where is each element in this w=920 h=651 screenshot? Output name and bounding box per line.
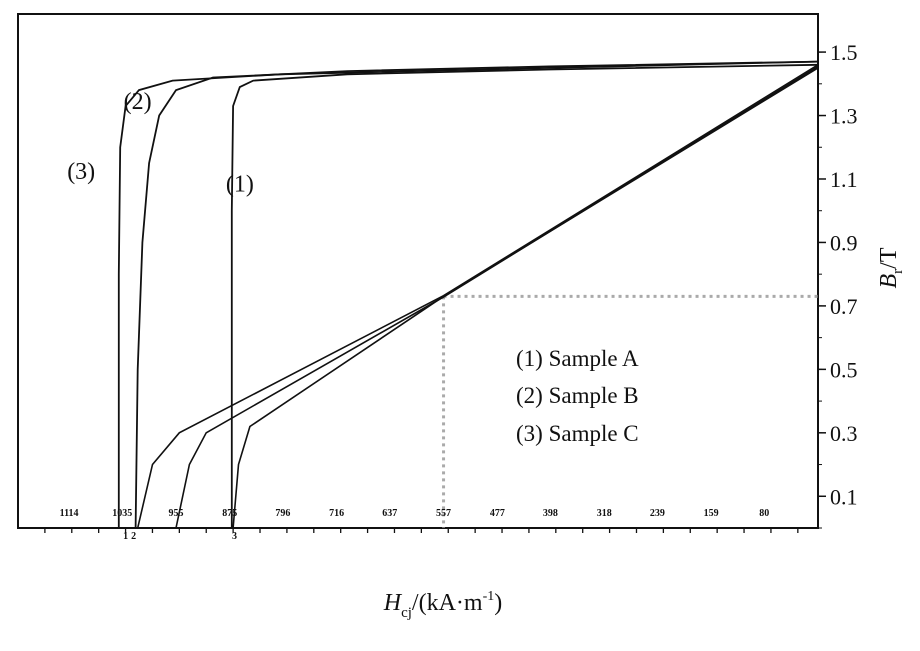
x-axis-mark: 2 — [131, 531, 136, 542]
x-tick-label: 716 — [329, 508, 344, 519]
x-axis-title: Hcj/(kA·m-1) — [383, 589, 503, 621]
x-tick-label: 477 — [490, 508, 505, 519]
y-axis-title: Br/T — [876, 247, 906, 288]
recoil-line-2 — [175, 65, 819, 529]
x-tick-label: 318 — [597, 508, 612, 519]
x-tick-label: 796 — [275, 508, 290, 519]
curve-marker-3: (3) — [67, 159, 95, 185]
y-tick-label: 0.5 — [830, 357, 858, 382]
legend: (1) Sample A (2) Sample B (3) Sample C — [516, 346, 639, 446]
demag-curves — [117, 60, 819, 529]
x-tick-label: 80 — [759, 508, 769, 519]
x-tick-label: 955 — [168, 508, 183, 519]
x-tick-label: 557 — [436, 508, 451, 519]
x-axis-mark: 1 — [123, 531, 128, 542]
y-tick-label: 1.1 — [830, 167, 858, 192]
series-line-2 — [134, 60, 819, 529]
reference-guides — [442, 294, 818, 528]
legend-entry-2: (2) Sample B — [516, 383, 639, 408]
y-tick-label: 0.3 — [830, 421, 858, 446]
recoil-line-3 — [232, 67, 819, 529]
x-axis-mark: 3 — [232, 531, 237, 542]
y-tick-label: 1.3 — [830, 104, 858, 129]
x-tick-label: 159 — [704, 508, 719, 519]
legend-entry-1: (1) Sample A — [516, 346, 639, 371]
x-tick-label: 398 — [543, 508, 558, 519]
y-ticks: 0.1 0.3 0.5 0.7 0.9 1.1 1.3 1.5 — [818, 40, 858, 529]
curve-markers: (1) (2) (3) — [67, 89, 254, 197]
recoil-lines — [136, 64, 819, 529]
curve-marker-2: (2) — [124, 89, 152, 115]
x-tick-label: 1035 — [112, 508, 132, 519]
curve-marker-1: (1) — [226, 172, 254, 198]
x-tick-label: 637 — [382, 508, 397, 519]
x-ticks: 1114 1035 955 875 796 716 637 557 477 398 318 239 15… — [44, 508, 799, 533]
legend-entry-3: (3) Sample C — [516, 421, 639, 446]
series-line-3 — [117, 60, 819, 528]
y-tick-label: 0.7 — [830, 294, 858, 319]
y-tick-label: 0.9 — [830, 230, 858, 255]
recoil-line-1 — [136, 64, 819, 529]
y-tick-label: 1.5 — [830, 40, 858, 65]
y-tick-label: 0.1 — [830, 484, 858, 509]
x-tick-label: 875 — [222, 508, 237, 519]
series-line-1 — [230, 63, 819, 528]
x-tick-label: 1114 — [60, 508, 79, 519]
x-tick-label: 239 — [650, 508, 665, 519]
